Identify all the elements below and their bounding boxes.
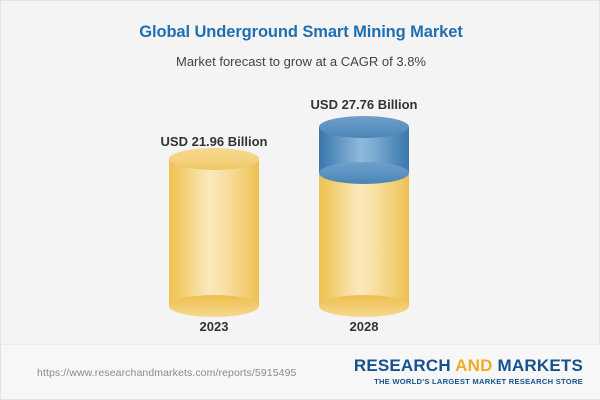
bar-top-ellipse-2028	[319, 116, 409, 138]
brand-wordmark: RESEARCH AND MARKETS	[354, 357, 583, 375]
footer: https://www.researchandmarkets.com/repor…	[1, 344, 600, 399]
bar-cylinder-2028[interactable]	[319, 116, 409, 317]
bar-segment-base-2028	[319, 173, 409, 306]
chart-subtitle: Market forecast to grow at a CAGR of 3.8…	[176, 54, 426, 69]
brand-word-markets: MARKETS	[497, 356, 583, 375]
category-label-2028: 2028	[349, 319, 379, 334]
brand-word-and: AND	[455, 356, 493, 375]
brand-logo[interactable]: RESEARCH AND MARKETS THE WORLD'S LARGEST…	[354, 357, 583, 386]
bar-base-ellipse-2028	[319, 295, 409, 317]
bar-top-ellipse-2023	[169, 148, 259, 170]
bar-group-2028: USD 27.76 Billion 2028	[284, 81, 444, 346]
bar-segment-base-2023	[169, 159, 259, 306]
data-label-2023: USD 21.96 Billion	[160, 134, 268, 149]
source-url-link[interactable]: https://www.researchandmarkets.com/repor…	[37, 367, 297, 379]
data-label-2028: USD 27.76 Billion	[310, 97, 418, 112]
bar-base-ellipse-2023	[169, 295, 259, 317]
brand-word-research: RESEARCH	[353, 356, 451, 375]
bar-group-2023: USD 21.96 Billion 2023	[134, 81, 294, 346]
bar-cylinder-2023[interactable]	[169, 148, 259, 317]
bar-divider-ellipse-2028	[319, 162, 409, 184]
chart-plot-area: USD 21.96 Billion 2023 USD 27.76 Billion	[1, 81, 600, 346]
page-title: Global Underground Smart Mining Market	[139, 23, 463, 41]
category-label-2023: 2023	[199, 319, 229, 334]
brand-tagline: THE WORLD'S LARGEST MARKET RESEARCH STOR…	[374, 376, 583, 386]
